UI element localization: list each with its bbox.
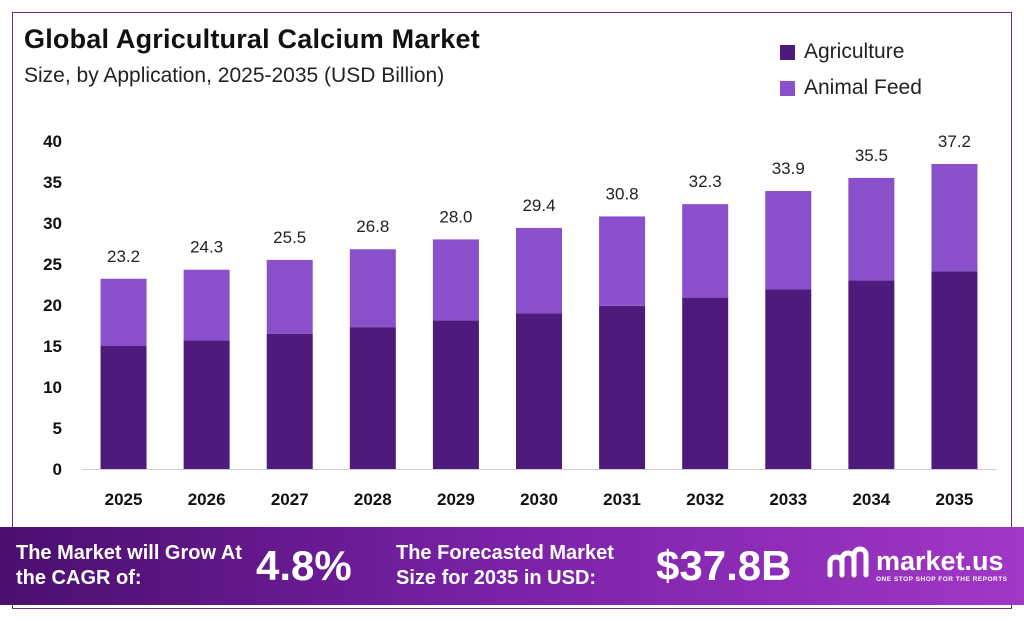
market-size-label: The Forecasted Market Size for 2035 in U… xyxy=(396,542,614,589)
bar-agriculture xyxy=(266,333,313,469)
y-tick-label: 0 xyxy=(53,460,62,479)
x-tick-label: 2027 xyxy=(271,490,309,509)
bar-animal-feed xyxy=(183,269,230,341)
bar-total-label: 26.8 xyxy=(356,217,389,236)
footer-banner: The Market will Grow At the CAGR of: 4.8… xyxy=(0,527,1024,605)
bar-agriculture xyxy=(432,320,479,469)
bar-animal-feed xyxy=(765,191,812,290)
bar-animal-feed xyxy=(266,259,313,334)
bar-total-label: 30.8 xyxy=(606,184,639,203)
bar-animal-feed xyxy=(432,239,479,321)
y-tick-label: 30 xyxy=(43,214,62,233)
x-tick-label: 2033 xyxy=(769,490,807,509)
bar-agriculture xyxy=(349,327,396,469)
legend-label-agriculture: Agriculture xyxy=(804,40,905,63)
bar-total-label: 35.5 xyxy=(855,146,888,165)
bar-animal-feed xyxy=(848,177,895,281)
bar-animal-feed xyxy=(516,227,562,314)
legend-swatch-agriculture xyxy=(780,44,795,60)
bar-total-label: 32.3 xyxy=(689,172,722,191)
x-tick-label: 2035 xyxy=(936,490,974,509)
bar-total-label: 33.9 xyxy=(772,159,805,178)
bar-chart: 051015202530354023.2202524.3202625.52027… xyxy=(43,132,996,509)
x-tick-label: 2034 xyxy=(852,490,890,509)
y-tick-label: 35 xyxy=(43,173,62,192)
cagr-value: 4.8% xyxy=(256,542,352,589)
bar-animal-feed xyxy=(682,204,729,298)
market-size-value: $37.8B xyxy=(656,542,792,589)
bar-agriculture xyxy=(516,313,562,469)
chart-title: Global Agricultural Calcium Market xyxy=(24,24,480,54)
legend-item-animal-feed: Animal Feed xyxy=(780,70,922,106)
bar-animal-feed xyxy=(931,163,978,272)
y-tick-label: 25 xyxy=(43,255,62,274)
bar-total-label: 37.2 xyxy=(938,132,971,151)
market-us-logo-icon xyxy=(827,546,869,578)
bar-agriculture xyxy=(100,346,147,469)
bar-agriculture xyxy=(183,340,230,469)
chart-frame xyxy=(12,12,1012,609)
x-tick-label: 2031 xyxy=(603,490,641,509)
bar-agriculture xyxy=(599,305,646,469)
bar-animal-feed xyxy=(349,249,396,328)
y-tick-label: 20 xyxy=(43,296,62,315)
bar-agriculture xyxy=(931,271,978,469)
bar-total-label: 29.4 xyxy=(522,196,555,215)
legend: Agriculture Animal Feed xyxy=(780,34,922,106)
bar-total-label: 23.2 xyxy=(107,247,140,266)
bar-total-label: 25.5 xyxy=(273,228,306,247)
y-tick-label: 15 xyxy=(43,337,62,356)
x-tick-label: 2032 xyxy=(686,490,724,509)
y-tick-label: 10 xyxy=(43,378,62,397)
x-tick-label: 2029 xyxy=(437,490,475,509)
brand-name: market.us xyxy=(876,545,1004,576)
y-tick-label: 5 xyxy=(53,419,62,438)
y-tick-label: 40 xyxy=(43,132,62,151)
legend-label-animal-feed: Animal Feed xyxy=(804,76,922,99)
bar-total-label: 28.0 xyxy=(439,207,472,226)
bar-agriculture xyxy=(848,280,895,469)
bar-total-label: 24.3 xyxy=(190,238,223,257)
legend-item-agriculture: Agriculture xyxy=(780,34,922,70)
bar-agriculture xyxy=(682,297,729,469)
x-tick-label: 2025 xyxy=(105,490,143,509)
brand-tagline: ONE STOP SHOP FOR THE REPORTS xyxy=(876,575,1008,583)
bar-animal-feed xyxy=(100,278,147,346)
x-tick-label: 2028 xyxy=(354,490,392,509)
chart-subtitle: Size, by Application, 2025-2035 (USD Bil… xyxy=(24,64,445,87)
bar-animal-feed xyxy=(599,216,646,306)
bar-agriculture xyxy=(765,289,812,469)
x-tick-label: 2030 xyxy=(520,490,558,509)
cagr-label: The Market will Grow At the CAGR of: xyxy=(16,542,242,589)
brand-logo: market.us ONE STOP SHOP FOR THE REPORTS xyxy=(826,545,1008,585)
legend-swatch-animal-feed xyxy=(780,80,795,96)
x-tick-label: 2026 xyxy=(188,490,226,509)
